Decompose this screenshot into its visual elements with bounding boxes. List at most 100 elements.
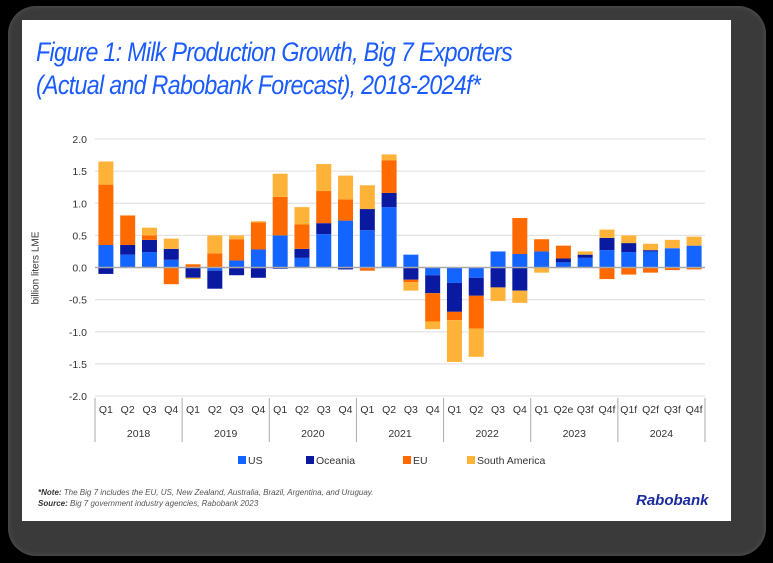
legend-swatch-oceania <box>306 456 314 464</box>
bar-south-america <box>621 235 637 244</box>
note-text: The Big 7 includes the EU, US, New Zeala… <box>61 488 374 497</box>
title-line-1: Figure 1: Milk Production Growth, Big 7 … <box>36 37 513 67</box>
bar-south-america <box>141 227 157 236</box>
bar-us <box>381 207 397 268</box>
bar-oceania <box>512 267 528 291</box>
bar-eu <box>120 215 136 246</box>
bar-oceania <box>577 254 593 258</box>
bar-oceania <box>98 267 114 274</box>
bar-oceania <box>599 237 615 251</box>
bar-south-america <box>664 239 680 249</box>
year-label: 2022 <box>475 428 499 440</box>
y-tick-label: 0.5 <box>72 230 87 242</box>
bar-oceania <box>120 245 136 255</box>
bar-eu <box>316 191 332 224</box>
bar-us <box>316 234 332 268</box>
x-tick-label: Q4 <box>426 404 440 416</box>
bar-eu <box>185 264 201 268</box>
x-tick-label: Q1 <box>99 404 113 416</box>
bar-south-america <box>425 321 441 330</box>
title-line-2: (Actual and Rabobank Forecast), 2018-202… <box>36 70 481 100</box>
bar-south-america <box>534 267 550 273</box>
source-label: Source: <box>38 499 68 508</box>
bar-eu <box>446 311 462 321</box>
legend-label: South America <box>477 455 545 467</box>
x-tick-label: Q4 <box>164 404 178 416</box>
bar-south-america <box>359 185 375 210</box>
x-tick-label: Q3 <box>404 404 418 416</box>
bar-us <box>621 252 637 268</box>
bar-us <box>163 259 179 268</box>
legend-swatch-eu <box>403 456 411 464</box>
x-tick-label: Q1 <box>447 404 461 416</box>
bar-eu <box>512 218 528 255</box>
bar-south-america <box>250 221 266 223</box>
source-line: Source: Big 7 government industry agenci… <box>38 498 373 509</box>
year-label: 2019 <box>214 428 238 440</box>
bar-us <box>229 260 245 268</box>
bar-south-america <box>446 320 462 362</box>
x-tick-label: Q4 <box>339 404 353 416</box>
legend-label: EU <box>413 455 428 467</box>
bar-south-america <box>229 235 245 240</box>
x-tick-label: Q2 <box>208 404 222 416</box>
bar-south-america <box>490 287 506 301</box>
x-tick-label: Q4f <box>598 404 615 416</box>
x-tick-label: Q3f <box>577 404 594 416</box>
bar-south-america <box>294 207 310 225</box>
bar-eu <box>338 199 354 221</box>
bar-us <box>577 257 593 268</box>
bar-us <box>294 257 310 268</box>
bar-eu <box>599 267 615 280</box>
x-tick-label: Q2 <box>469 404 483 416</box>
chart-title: Figure 1: Milk Production Growth, Big 7 … <box>36 36 513 102</box>
bar-us <box>534 251 550 268</box>
legend-swatch-us <box>238 456 246 464</box>
bar-oceania <box>490 267 506 288</box>
bar-eu <box>207 253 223 268</box>
legend-label: Oceania <box>316 455 355 467</box>
bar-us <box>141 252 157 268</box>
bar-eu <box>664 267 680 271</box>
bar-oceania <box>316 223 332 235</box>
y-tick-label: 0.0 <box>72 263 87 275</box>
year-label: 2020 <box>301 428 325 440</box>
bar-us <box>686 245 702 268</box>
bar-oceania <box>294 248 310 258</box>
x-tick-label: Q3 <box>230 404 244 416</box>
y-tick-label: -1.5 <box>69 359 87 371</box>
bar-oceania <box>163 248 179 260</box>
year-label: 2018 <box>127 428 151 440</box>
bar-us <box>359 230 375 268</box>
x-tick-label: Q1 <box>360 404 374 416</box>
y-tick-label: 2.0 <box>72 134 87 146</box>
bar-south-america <box>512 290 528 303</box>
bar-us <box>468 267 484 278</box>
bar-us <box>207 267 223 271</box>
bar-oceania <box>403 267 419 280</box>
bar-us <box>643 251 659 268</box>
bar-eu <box>163 267 179 285</box>
y-tick-label: 1.0 <box>72 198 87 210</box>
bar-eu <box>621 267 637 275</box>
footnote: *Note: The Big 7 includes the EU, US, Ne… <box>38 487 373 509</box>
bar-eu <box>229 239 245 261</box>
bar-south-america <box>643 243 659 251</box>
note-line: *Note: The Big 7 includes the EU, US, Ne… <box>38 487 373 498</box>
bar-south-america <box>163 238 179 249</box>
bar-eu <box>141 235 157 240</box>
bar-us <box>338 220 354 268</box>
bar-south-america <box>403 282 419 291</box>
bar-eu <box>381 160 397 193</box>
x-tick-label: Q4 <box>513 404 527 416</box>
bar-us <box>446 267 462 283</box>
x-tick-label: Q2f <box>642 404 659 416</box>
bar-oceania <box>446 282 462 312</box>
bar-south-america <box>468 328 484 357</box>
bar-us <box>425 267 441 276</box>
bar-oceania <box>425 275 441 294</box>
legend-label: US <box>248 455 263 467</box>
source-text: Big 7 government industry agencies, Rabo… <box>67 499 259 508</box>
bar-eu <box>643 267 659 273</box>
